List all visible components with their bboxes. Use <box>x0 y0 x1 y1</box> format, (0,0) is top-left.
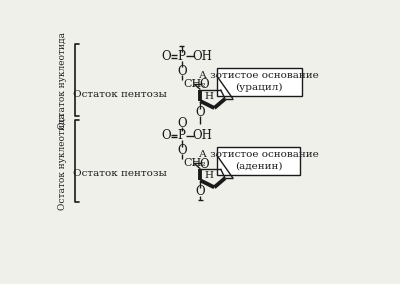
Text: O: O <box>200 158 209 171</box>
Text: А зотистое основание: А зотистое основание <box>199 71 319 80</box>
Text: Остаток пентозы: Остаток пентозы <box>73 90 167 99</box>
Text: CH₂: CH₂ <box>183 158 206 168</box>
Text: O: O <box>177 117 186 130</box>
Text: P: P <box>178 50 186 63</box>
Text: O: O <box>196 106 205 119</box>
Text: O: O <box>196 185 205 199</box>
Text: O: O <box>177 64 186 78</box>
Text: H: H <box>204 171 213 180</box>
Text: OH: OH <box>192 50 212 63</box>
Text: (урацил): (урацил) <box>236 83 283 92</box>
FancyBboxPatch shape <box>217 68 302 96</box>
Text: O: O <box>162 50 171 63</box>
Text: (аденин): (аденин) <box>235 162 282 171</box>
Text: OH: OH <box>192 129 212 142</box>
Text: O: O <box>162 129 171 142</box>
Text: Остаток пентозы: Остаток пентозы <box>73 169 167 178</box>
Text: H: H <box>204 92 213 101</box>
Text: Остаток нуклеотида: Остаток нуклеотида <box>58 32 67 129</box>
Text: O: O <box>200 78 209 91</box>
Text: P: P <box>178 129 186 142</box>
Text: O: O <box>177 144 186 157</box>
FancyBboxPatch shape <box>217 147 300 175</box>
Text: Остаток нуклеотида: Остаток нуклеотида <box>58 113 67 210</box>
Text: CH₂: CH₂ <box>183 79 206 89</box>
Text: А зотистое основание: А зотистое основание <box>199 151 318 160</box>
